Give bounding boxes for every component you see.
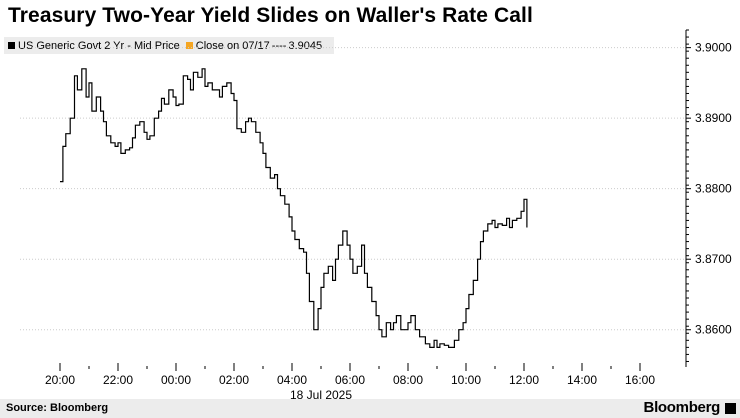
footer: Source: Bloomberg Bloomberg [0, 399, 740, 418]
x-axis: 20:00 22:00 00:00 02:00 04:00 06:00 08:00 10:00… [45, 363, 655, 402]
series-line-yield [60, 68, 528, 348]
legend-close-label: Close on 07/17 [195, 39, 270, 52]
y-tick-label: 3.8800 [695, 182, 732, 196]
close-swatch [185, 42, 193, 49]
source-note: Source: Bloomberg [6, 402, 109, 414]
x-tick-label: 10:00 [451, 373, 481, 387]
y-tick-label: 3.8700 [695, 252, 732, 266]
x-tick-label: 22:00 [103, 373, 133, 387]
series-swatch [8, 42, 15, 49]
bloomberg-mark-icon [725, 403, 736, 414]
y-axis: 3.8600 3.8700 3.8800 3.8900 3.9000 [685, 29, 732, 367]
legend-close-dashes: ---- [271, 39, 287, 52]
x-tick-label: 00:00 [161, 373, 191, 387]
x-tick-label: 06:00 [335, 373, 365, 387]
chart-title: Treasury Two-Year Yield Slides on Waller… [8, 4, 533, 27]
chart-legend: US Generic Govt 2 Yr - Mid Price Close o… [4, 37, 335, 54]
x-tick-label: 08:00 [393, 373, 423, 387]
x-axis-date-label: 18 Jul 2025 [290, 388, 352, 402]
x-tick-label: 02:00 [219, 373, 249, 387]
x-tick-label: 12:00 [509, 373, 539, 387]
x-tick-label: 16:00 [625, 373, 655, 387]
legend-series-label: US Generic Govt 2 Yr - Mid Price [18, 39, 180, 52]
y-tick-label: 3.9000 [695, 41, 732, 55]
x-tick-label: 14:00 [567, 373, 597, 387]
legend-close-value: 3.9045 [288, 39, 323, 52]
x-tick-label: 04:00 [277, 373, 307, 387]
legend-item-series: US Generic Govt 2 Yr - Mid Price [8, 40, 180, 52]
y-tick-label: 3.8900 [695, 111, 732, 125]
legend-item-close: Close on 07/17 ---- 3.9045 [185, 39, 323, 52]
chart-grid [20, 47, 686, 331]
y-tick-label: 3.8600 [695, 323, 732, 337]
x-tick-label: 20:00 [45, 373, 75, 387]
bloomberg-logo: Bloomberg [643, 399, 721, 416]
